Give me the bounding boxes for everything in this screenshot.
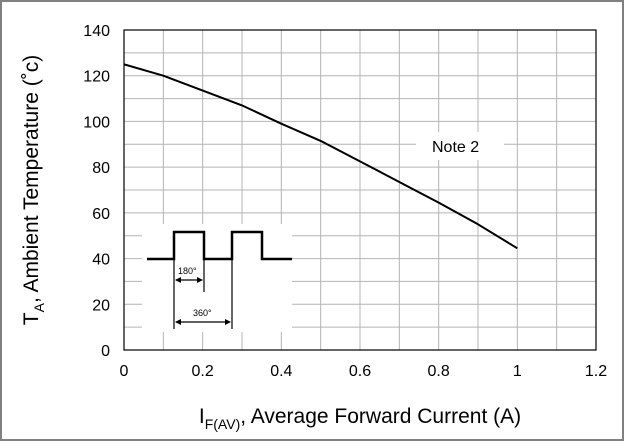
- y-axis-title: TA, Ambient Temperature (˚c): [20, 55, 47, 325]
- arrow-180-left-head: [175, 277, 181, 283]
- x-tick-label: 0.2: [192, 363, 214, 380]
- axes: [123, 29, 597, 351]
- x-tick-label: 0: [120, 363, 129, 380]
- inset-label-360: 360°: [193, 308, 212, 318]
- x-axis-title: IF(AV), Average Forward Current (A): [199, 405, 521, 432]
- y-tick-label: 0: [101, 343, 110, 360]
- x-tick-label: 1.2: [585, 363, 607, 380]
- x-tick-labels: 0 0.2 0.4 0.6 0.8 1 1.2: [120, 363, 608, 380]
- arrow-360-left-head: [175, 319, 181, 325]
- y-tick-label: 140: [83, 23, 110, 40]
- series-lines: [123, 63, 518, 250]
- derating-chart: 0 0.2 0.4 0.6 0.8 1 1.2 0 20 40 60 80 100 120 140 Not…: [20, 23, 608, 432]
- note-background: [416, 132, 504, 160]
- pulse-waveform: [147, 230, 292, 261]
- y-tick-label: 80: [92, 160, 110, 177]
- x-tick-label: 0.6: [349, 363, 371, 380]
- y-tick-label: 60: [92, 206, 110, 223]
- inset-waveform-diagram: 180° 360°: [142, 224, 292, 332]
- x-tick-label: 1: [513, 363, 522, 380]
- y-tick-label: 100: [83, 114, 110, 131]
- arrow-180-right-head: [197, 277, 203, 283]
- x-tick-label: 0.8: [428, 363, 450, 380]
- y-tick-label: 120: [83, 69, 110, 86]
- arrow-360-right-head: [225, 319, 231, 325]
- x-tick-label: 0.4: [270, 363, 292, 380]
- y-tick-labels: 0 20 40 60 80 100 120 140: [83, 23, 110, 360]
- series-line-0: [123, 63, 518, 250]
- inset-label-180: 180°: [178, 266, 197, 276]
- plot-border: [123, 29, 597, 351]
- y-tick-label: 40: [92, 252, 110, 269]
- inset-background: [142, 224, 292, 332]
- y-tick-label: 20: [92, 297, 110, 314]
- note-annotation: Note 2: [432, 139, 479, 156]
